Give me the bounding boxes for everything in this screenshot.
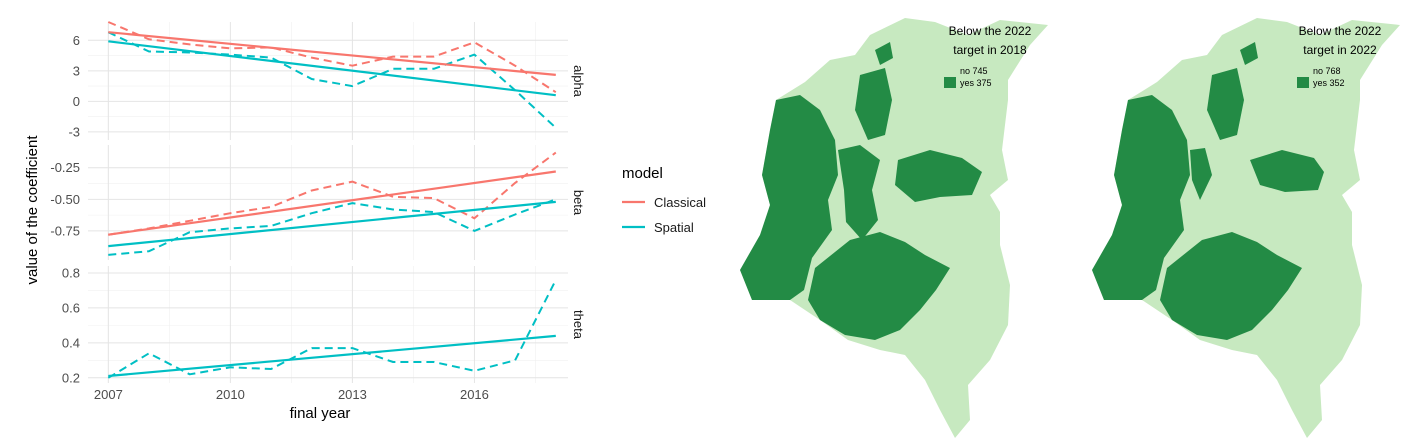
x-axis-title: final year: [290, 405, 351, 422]
series-classical-observed-alpha: [107, 21, 557, 94]
map-2018-legend-swatch-yes: [944, 77, 956, 88]
faceted-line-chart: 630-3alpha-0.25-0.50-0.75beta0.80.60.40.…: [50, 21, 586, 385]
legend-label-spatial: Spatial: [654, 220, 694, 235]
y-tick-label-theta: 0.6: [62, 300, 80, 315]
y-tick-label-theta: 0.8: [62, 265, 80, 280]
map-2018-legend-title-2: target in 2018: [953, 43, 1027, 57]
series-spatial-trend-theta: [108, 334, 556, 378]
chart-legend: model Classical Spatial: [622, 165, 706, 235]
panel-bg-beta: [88, 145, 568, 260]
map-2022-region-north: [1207, 68, 1244, 140]
map-2022-legend-label-no: no 768: [1313, 66, 1341, 76]
facet-strip-alpha: alpha: [571, 65, 586, 98]
facet-theta: 0.8 0.6 0.4 0.2 theta: [62, 265, 586, 385]
map-2018-region-northeast: [875, 42, 893, 65]
y-tick-label-alpha: -3: [68, 124, 80, 139]
series-spatial-trend-beta: [108, 200, 556, 248]
map-2022-region-west: [1092, 95, 1190, 300]
map-2022-region-east: [1250, 150, 1324, 192]
legend-title: model: [622, 165, 663, 182]
y-tick-label-theta: 0.2: [62, 370, 80, 385]
map-2018-region-north: [855, 68, 892, 140]
map-2018-region-south: [808, 232, 950, 340]
facet-strip-theta: theta: [571, 310, 586, 340]
map-2018-region-west: [740, 95, 838, 300]
y-axis-title: value of the coefficient: [24, 135, 41, 285]
map-2022-region-northeast: [1240, 42, 1258, 65]
y-tick-label-beta: -0.75: [50, 223, 80, 238]
map-2022-legend-label-yes: yes 352: [1313, 78, 1345, 88]
series-classical-trend-alpha: [108, 31, 556, 76]
map-2022-region-center: [1190, 148, 1212, 200]
y-tick-label-alpha: 0: [73, 94, 80, 109]
facet-beta: -0.25 -0.50 -0.75 beta: [50, 145, 586, 260]
y-tick-label-alpha: 6: [73, 33, 80, 48]
y-tick-label-theta: 0.4: [62, 335, 80, 350]
map-2022: Below the 2022 target in 2022 no 768 yes…: [1092, 18, 1400, 438]
series-spatial-trend-alpha: [108, 40, 556, 97]
x-tick-label: 2013: [338, 387, 367, 402]
y-tick-label-alpha: 3: [73, 63, 80, 78]
facet-strip-beta: beta: [571, 190, 586, 216]
map-2022-legend-title-1: Below the 2022: [1299, 24, 1382, 38]
y-tick-label-beta: -0.50: [50, 192, 80, 207]
series-spatial-observed-theta: [107, 279, 557, 379]
map-2018-region-center: [838, 145, 880, 240]
map-2022-legend-swatch-yes: [1297, 77, 1309, 88]
x-tick-label: 2010: [216, 387, 245, 402]
map-2018-legend-title-1: Below the 2022: [949, 24, 1032, 38]
series-spatial-observed-alpha: [107, 31, 557, 129]
series-classical-trend-beta: [108, 170, 556, 236]
map-2018-legend-label-yes: yes 375: [960, 78, 992, 88]
map-2018: Below the 2022 target in 2018 no 745 yes…: [740, 18, 1048, 438]
series-spatial-observed-beta: [108, 198, 557, 256]
x-tick-label: 2007: [94, 387, 123, 402]
y-tick-label-beta: -0.25: [50, 160, 80, 175]
x-tick-label: 2016: [460, 387, 489, 402]
map-2018-legend-label-no: no 745: [960, 66, 988, 76]
map-2022-legend-swatch-no: [1297, 65, 1309, 76]
legend-label-classical: Classical: [654, 195, 706, 210]
x-axis: 2007 2010 2013 2016: [94, 387, 489, 402]
facet-alpha: 6 3 0 -3 alpha: [68, 21, 586, 140]
map-2022-region-south: [1160, 232, 1302, 340]
panel-bg-alpha: [88, 22, 568, 140]
map-2022-legend-title-2: target in 2022: [1303, 43, 1377, 57]
map-2018-legend-swatch-no: [944, 65, 956, 76]
map-2018-region-east: [895, 150, 982, 202]
